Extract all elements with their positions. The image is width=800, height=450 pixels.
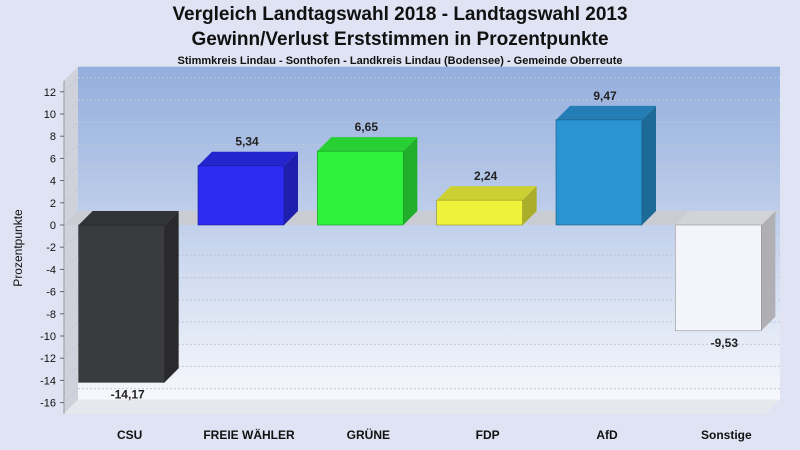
y-axis-ticks: 12 10 8 6 4 2 0 -2 -4 -6 -8 -10 -12 -14 -16 — [40, 87, 64, 410]
y-tick-label: -12 — [40, 353, 56, 365]
y-tick-label: -6 — [46, 287, 56, 299]
grid-line-side — [63, 299, 79, 315]
grid-line-side — [63, 343, 79, 359]
bar-side — [284, 151, 298, 225]
y-tick-label: 10 — [44, 109, 56, 121]
grid-line-side — [63, 166, 79, 181]
bar-top — [675, 211, 776, 225]
y-tick-label: 8 — [50, 131, 56, 143]
grid-line-side — [63, 277, 79, 292]
bar-grüne: 6,65 — [317, 120, 418, 226]
y-tick-label: -2 — [46, 242, 56, 254]
y-tick-label: -16 — [40, 398, 56, 410]
bar-value-label: -9,53 — [711, 336, 739, 350]
bar-value-label: 2,24 — [474, 169, 498, 183]
bar-front — [436, 199, 523, 226]
y-tick-label: -8 — [46, 309, 56, 321]
bar-value-label: 6,65 — [355, 120, 379, 134]
x-category-label: GRÜNE — [347, 427, 390, 442]
grid-line-side — [63, 121, 79, 137]
chart-title: Vergleich Landtagswahl 2018 - Landtagswa… — [172, 4, 628, 25]
bar-front — [78, 224, 165, 383]
bar-value-label: 9,47 — [593, 89, 617, 103]
grid-line-side — [63, 232, 79, 248]
bar-top — [317, 137, 418, 152]
y-tick-label: -10 — [40, 331, 56, 343]
bar-top — [436, 186, 537, 201]
x-category-label: FREIE WÄHLER — [203, 427, 295, 442]
grid-line-side — [63, 388, 79, 403]
y-tick-label: 4 — [50, 176, 56, 188]
bar-front — [197, 165, 285, 226]
chart-subtitle: Gewinn/Verlust Erststimmen in Prozentpun… — [191, 29, 609, 50]
grid-line-side — [63, 99, 79, 115]
bar-value-label: 5,34 — [235, 135, 259, 149]
y-tick-label: 12 — [44, 87, 56, 99]
y-tick-label: 6 — [50, 153, 56, 165]
chart-subtitle-region: Stimmkreis Lindau - Sonthofen - Landkrei… — [177, 55, 623, 67]
bar-csu: -14,17 — [78, 211, 179, 401]
bar-front — [317, 150, 404, 226]
x-category-label: CSU — [117, 428, 142, 442]
y-tick-label: 2 — [50, 198, 56, 210]
bars: -14,17 5,34 6,65 2,24 9,47 -9,53 — [78, 89, 776, 401]
bar-value-label: -14,17 — [111, 387, 145, 401]
bar-top — [78, 211, 179, 225]
bar-top — [556, 105, 656, 120]
bar-freie-wähler: 5,34 — [197, 135, 298, 226]
bar-side — [403, 137, 418, 225]
x-category-label: Sonstige — [701, 428, 752, 442]
bar-side — [761, 211, 776, 331]
bar-front — [555, 119, 643, 226]
grid-line-side — [63, 321, 79, 337]
bar-side — [164, 211, 179, 383]
grid-line-side — [63, 366, 79, 381]
grid-line-side — [63, 255, 79, 270]
y-tick-label: -14 — [40, 375, 56, 387]
bar-sonstige: -9,53 — [675, 211, 776, 350]
bar-top — [198, 151, 298, 166]
y-axis-label: Prozentpunkte — [11, 209, 25, 287]
grid-line-side — [63, 77, 79, 93]
floor — [64, 399, 780, 414]
bar-side — [642, 105, 656, 225]
bar-front — [675, 224, 762, 332]
bar-side — [522, 186, 537, 225]
bar-fdp: 2,24 — [436, 169, 537, 226]
grid-line-side — [63, 144, 79, 159]
x-axis-labels: CSU FREIE WÄHLER GRÜNE FDP AfD Sonstige — [117, 427, 752, 442]
x-category-label: FDP — [476, 428, 500, 442]
bar-afd: 9,47 — [555, 89, 656, 226]
grid-line-side — [63, 188, 79, 204]
x-category-label: AfD — [596, 428, 618, 442]
y-tick-label: -4 — [46, 264, 56, 276]
y-tick-label: 0 — [50, 220, 56, 232]
